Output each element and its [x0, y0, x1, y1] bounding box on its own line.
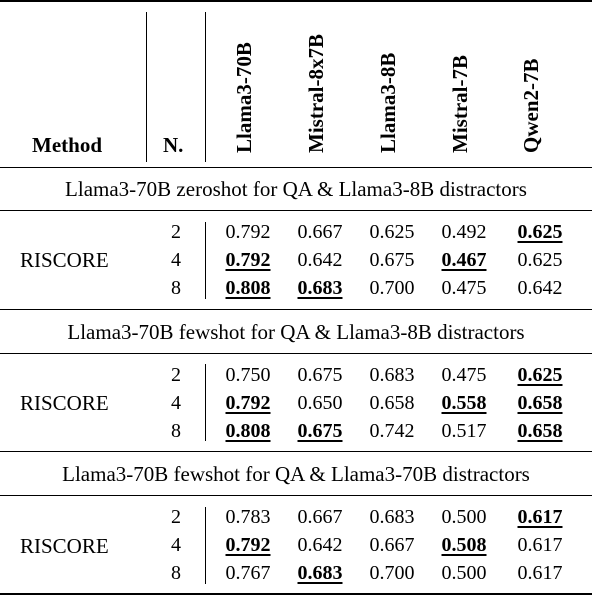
- header-n: N.: [163, 133, 184, 157]
- n-value: 4: [171, 392, 181, 414]
- score-cell: 0.792: [225, 534, 271, 556]
- score-cell: 0.558: [441, 392, 487, 414]
- score-cell: 0.500: [441, 506, 487, 528]
- score-cell: 0.625: [517, 249, 563, 271]
- score-cell: 0.808: [225, 420, 271, 442]
- score-cell: 0.783: [225, 506, 271, 528]
- header-rule: [0, 167, 592, 168]
- score-cell: 0.675: [297, 420, 343, 442]
- section-rule-4: [0, 451, 592, 452]
- score-cell: 0.700: [369, 562, 415, 584]
- score-cell: 0.508: [441, 534, 487, 556]
- score-cell: 0.642: [297, 534, 343, 556]
- score-cell: 0.467: [441, 249, 487, 271]
- header-model-5: Qwen2-7B: [519, 58, 543, 154]
- n-value: 4: [171, 249, 181, 271]
- score-cell: 0.642: [297, 249, 343, 271]
- score-cell: 0.667: [297, 506, 343, 528]
- score-cell: 0.642: [517, 277, 563, 299]
- score-cell: 0.625: [517, 364, 563, 386]
- n-value: 8: [171, 277, 181, 299]
- score-cell: 0.625: [369, 221, 415, 243]
- section-title-1: Llama3-70B zeroshot for QA & Llama3-8B d…: [65, 177, 527, 201]
- n-value: 2: [171, 221, 181, 243]
- n-value: 2: [171, 506, 181, 528]
- score-cell: 0.475: [441, 277, 487, 299]
- score-cell: 0.683: [369, 364, 415, 386]
- body-vline-1: [205, 222, 206, 299]
- score-cell: 0.675: [297, 364, 343, 386]
- method-label-3: RISCORE: [20, 534, 109, 558]
- n-value: 2: [171, 364, 181, 386]
- score-cell: 0.475: [441, 364, 487, 386]
- score-cell: 0.792: [225, 392, 271, 414]
- method-label-2: RISCORE: [20, 391, 109, 415]
- n-value: 4: [171, 534, 181, 556]
- score-cell: 0.650: [297, 392, 343, 414]
- score-cell: 0.767: [225, 562, 271, 584]
- header-method: Method: [32, 133, 102, 157]
- header-model-3: Llama3-8B: [376, 52, 400, 153]
- header-model-2: Mistral-8x7B: [304, 34, 328, 153]
- body-vline-3: [205, 507, 206, 584]
- score-cell: 0.675: [369, 249, 415, 271]
- score-cell: 0.742: [369, 420, 415, 442]
- score-cell: 0.658: [369, 392, 415, 414]
- section-rule-5: [0, 495, 592, 496]
- score-cell: 0.700: [369, 277, 415, 299]
- section-title-2: Llama3-70B fewshot for QA & Llama3-8B di…: [67, 320, 525, 344]
- section-rule-1: [0, 210, 592, 211]
- score-cell: 0.792: [225, 221, 271, 243]
- n-value: 8: [171, 562, 181, 584]
- score-cell: 0.658: [517, 392, 563, 414]
- method-label-1: RISCORE: [20, 248, 109, 272]
- score-cell: 0.683: [369, 506, 415, 528]
- score-cell: 0.492: [441, 221, 487, 243]
- header-vline-2: [205, 12, 206, 162]
- header-model-4: Mistral-7B: [448, 55, 472, 153]
- score-cell: 0.617: [517, 506, 563, 528]
- header-vline-1: [146, 12, 147, 162]
- score-cell: 0.617: [517, 534, 563, 556]
- score-cell: 0.683: [297, 277, 343, 299]
- body-vline-2: [205, 364, 206, 441]
- header-model-1: Llama3-70B: [232, 42, 256, 153]
- score-cell: 0.658: [517, 420, 563, 442]
- top-rule: [0, 0, 592, 2]
- score-cell: 0.517: [441, 420, 487, 442]
- score-cell: 0.808: [225, 277, 271, 299]
- score-cell: 0.792: [225, 249, 271, 271]
- score-cell: 0.625: [517, 221, 563, 243]
- section-rule-3: [0, 353, 592, 354]
- score-cell: 0.617: [517, 562, 563, 584]
- score-cell: 0.750: [225, 364, 271, 386]
- n-value: 8: [171, 420, 181, 442]
- score-cell: 0.683: [297, 562, 343, 584]
- bottom-rule: [0, 593, 592, 595]
- score-cell: 0.667: [369, 534, 415, 556]
- score-cell: 0.667: [297, 221, 343, 243]
- score-cell: 0.500: [441, 562, 487, 584]
- section-title-3: Llama3-70B fewshot for QA & Llama3-70B d…: [62, 462, 530, 486]
- section-rule-2: [0, 309, 592, 310]
